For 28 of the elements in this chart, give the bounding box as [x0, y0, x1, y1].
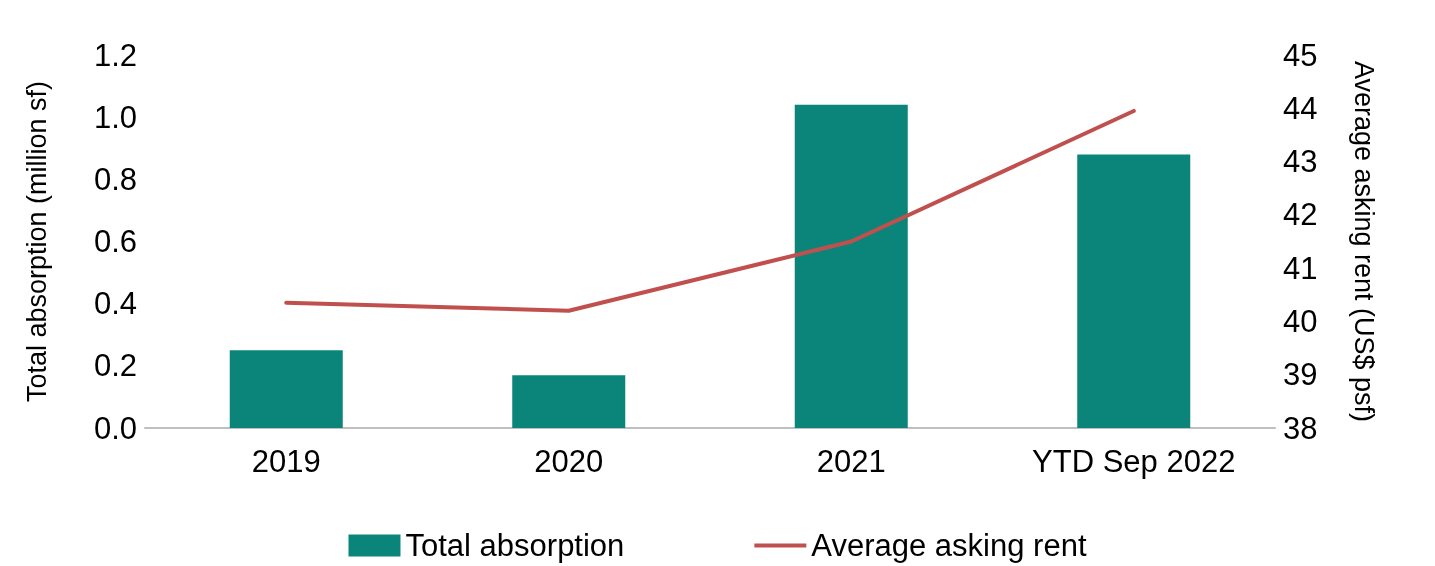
y2-tick-label: 44: [1283, 90, 1318, 126]
y-tick-label: 0.0: [93, 410, 137, 446]
x-tick-label: 2021: [816, 444, 886, 479]
y-axis-title: Total absorption (million sf): [21, 80, 52, 403]
x-tick-label: 2020: [534, 444, 604, 479]
y-tick-label: 0.8: [93, 161, 137, 197]
y2-tick-label: 41: [1283, 250, 1318, 286]
y-tick-label: 0.6: [93, 224, 137, 259]
legend-label: Total absorption: [405, 528, 625, 563]
y-tick-label: 1.0: [93, 99, 137, 135]
y-tick-label: 1.2: [93, 37, 137, 73]
x-tick-label: YTD Sep 2022: [1032, 444, 1236, 479]
y-tick-label: 0.4: [93, 286, 137, 322]
bar: [794, 104, 908, 428]
x-tick-label: 2019: [251, 444, 321, 479]
y2-tick-label: 38: [1283, 410, 1318, 446]
bar: [229, 350, 343, 428]
bar: [512, 375, 626, 428]
y2-tick-label: 45: [1283, 37, 1318, 73]
y2-tick-label: 40: [1283, 303, 1318, 339]
legend-label: Average asking rent: [811, 528, 1087, 563]
line-series: [284, 108, 1136, 313]
y2-tick-label: 43: [1283, 144, 1318, 180]
y2-tick-label: 42: [1283, 197, 1318, 233]
y2-axis-title: Average asking rent (US$ psf): [1348, 60, 1379, 423]
bar: [1077, 154, 1191, 428]
y2-tick-label: 39: [1283, 357, 1318, 393]
y-tick-label: 0.2: [93, 348, 137, 384]
